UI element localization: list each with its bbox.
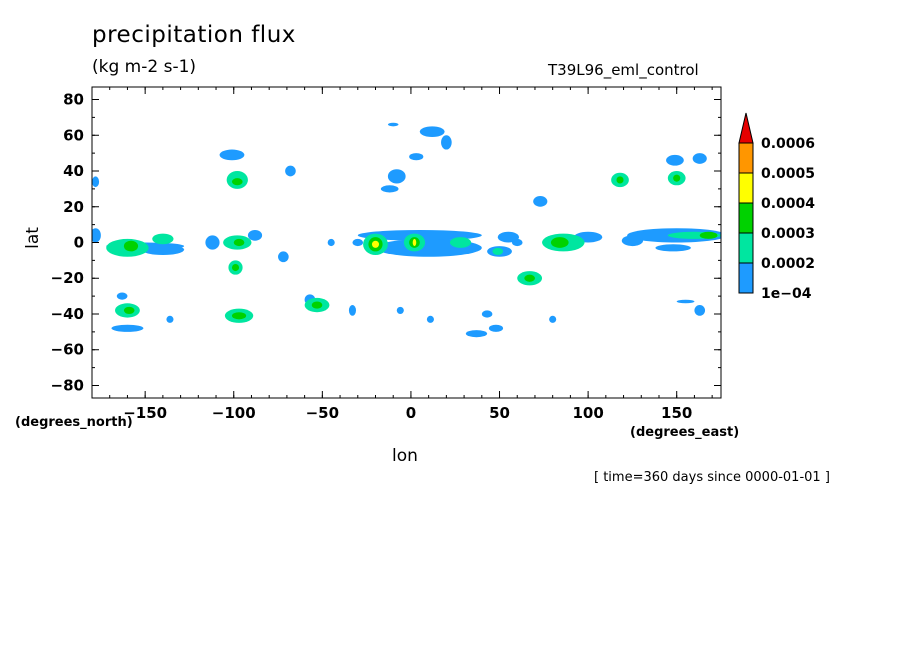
contour-region-28 (348, 305, 357, 316)
contour-region-15 (247, 229, 263, 241)
contour-region-21 (231, 178, 243, 186)
y-tick-label: −40 (51, 305, 84, 323)
contour-region-56 (533, 196, 548, 207)
contour-region-12 (205, 235, 220, 250)
contour-region-10 (111, 324, 144, 332)
contour-region-39 (449, 237, 472, 248)
contour-region-55 (524, 274, 535, 282)
y-tick-label: −60 (51, 341, 84, 359)
contour-region-47 (441, 135, 452, 150)
x-tick-label: −150 (123, 404, 167, 422)
contour-region-52 (488, 324, 504, 332)
contour-region-19 (231, 312, 247, 320)
contour-region-65 (692, 153, 707, 164)
contour-region-29 (327, 238, 335, 247)
colorbar-segment (738, 232, 754, 264)
contour-region-61 (549, 315, 557, 323)
colorbar-label: 0.0002 (761, 256, 815, 272)
contour-region-26 (311, 301, 323, 309)
contour-region-72 (655, 244, 691, 252)
contour-region-45 (409, 153, 424, 161)
contour-region-30 (352, 238, 364, 247)
contour-region-0 (92, 228, 101, 243)
contour-region-59 (550, 237, 569, 248)
colorbar-label: 0.0005 (761, 166, 815, 182)
contour-region-44 (380, 185, 399, 193)
contour-region-8 (123, 306, 135, 314)
contour-region-46 (419, 126, 445, 138)
colorbar-segment (738, 262, 754, 294)
contour-region-43 (387, 169, 406, 184)
contour-region-51 (465, 330, 488, 338)
contour-region-36 (412, 238, 417, 247)
y-tick-label: 80 (63, 91, 84, 109)
contour-region-48 (387, 122, 399, 127)
colorbar-label: 1e−04 (761, 286, 812, 302)
contour-region-70 (699, 231, 718, 239)
contour-region-63 (616, 176, 624, 184)
colorbar-segment (738, 172, 754, 204)
contour-region-17 (231, 263, 240, 272)
contour-region-9 (116, 292, 128, 300)
contour-region-5 (152, 233, 174, 245)
colorbar-label: 0.0004 (761, 196, 815, 212)
colorbar-label: 0.0003 (761, 226, 815, 242)
time-info: [ time=360 days since 0000-01-01 ] (594, 470, 830, 485)
contour-region-22 (219, 149, 245, 161)
colorbar-label: 0.0006 (761, 136, 815, 152)
contour-region-23 (285, 165, 296, 177)
contour-region-3 (123, 240, 139, 252)
y-tick-label: 60 (63, 126, 84, 144)
colorbar-extend-triangle (738, 112, 754, 144)
y-tick-label: −80 (51, 376, 84, 394)
contour-region-67 (673, 174, 681, 182)
contour-region-71 (621, 235, 644, 247)
axes: −150 −100 −50 0 50 100 150 80 60 40 20 0 −20 −40 −60 −8… (51, 87, 721, 422)
y-tick-label: 0 (74, 234, 84, 252)
x-tick-label: 50 (489, 404, 510, 422)
x-tick-label: 100 (572, 404, 603, 422)
x-tick-label: −50 (306, 404, 339, 422)
x-tick-label: 0 (406, 404, 416, 422)
y-tick-label: 40 (63, 162, 84, 180)
contour-region-14 (233, 238, 245, 247)
contour-region-42 (497, 231, 520, 243)
contour-region-24 (278, 251, 289, 263)
contour-region-64 (666, 154, 684, 166)
contour-region-73 (676, 299, 695, 304)
y-tick-label: −20 (51, 269, 84, 287)
contour-region-11 (166, 315, 174, 323)
y-axis-units: (degrees_north) (15, 415, 133, 430)
x-tick-label: −100 (212, 404, 256, 422)
x-axis-units: (degrees_east) (630, 425, 740, 440)
contour-region-74 (694, 305, 706, 316)
contour-region-1 (92, 176, 100, 188)
colorbar-segment (738, 202, 754, 234)
contour-region-49 (396, 306, 404, 314)
x-tick-label: 150 (661, 404, 692, 422)
chart-title: precipitation flux (92, 22, 296, 48)
x-axis-label: lon (392, 446, 418, 466)
colorbar: 1e−04 0.0002 0.0003 0.0004 0.0005 0.0006 (738, 112, 815, 302)
contour-region-41 (492, 247, 504, 256)
y-tick-label: 20 (63, 198, 84, 216)
contour-region-57 (511, 238, 523, 247)
chart-units: (kg m-2 s-1) (92, 57, 197, 77)
contour-region-50 (426, 315, 434, 323)
contour-fills (92, 122, 721, 338)
experiment-label: T39L96_eml_control (548, 61, 699, 79)
contour-region-53 (481, 310, 493, 318)
contour-region-33 (371, 240, 380, 248)
colorbar-segment (738, 142, 754, 174)
